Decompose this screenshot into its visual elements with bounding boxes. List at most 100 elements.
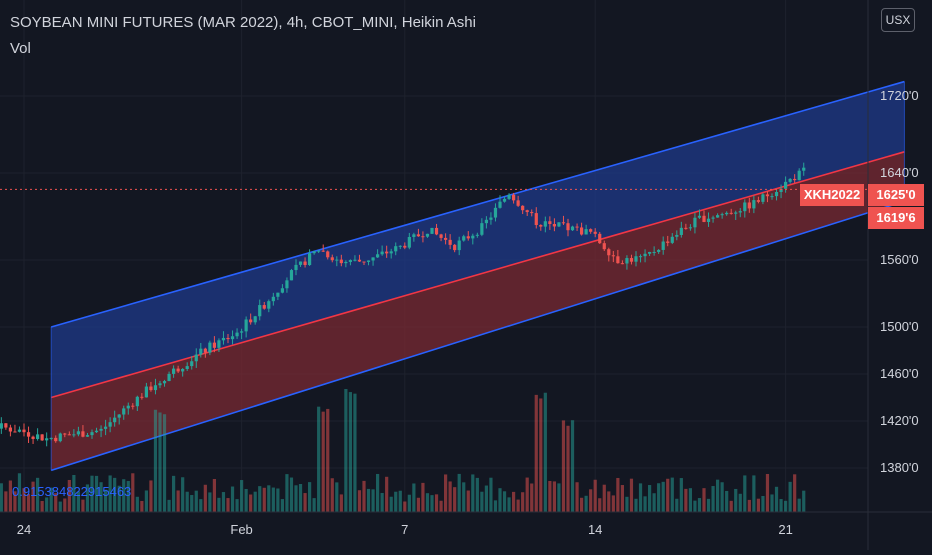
volume-bar — [407, 494, 411, 512]
candle-body — [738, 211, 742, 213]
volume-bar — [131, 473, 135, 512]
candle-body — [217, 340, 221, 348]
candle-body — [484, 219, 488, 224]
candle-body — [512, 194, 516, 201]
candle-body — [221, 337, 226, 341]
candle-body — [366, 260, 371, 262]
volume-indicator-label[interactable]: Vol — [10, 40, 31, 57]
volume-bar — [276, 488, 280, 512]
candle-body — [0, 423, 3, 429]
candle-body — [312, 251, 316, 254]
candle-body — [67, 434, 71, 436]
candle-body — [104, 426, 108, 429]
volume-bar — [162, 414, 167, 512]
volume-bar — [149, 480, 153, 512]
candle-body — [666, 241, 670, 243]
candle-body — [575, 226, 579, 228]
volume-bar — [688, 488, 692, 512]
volume-bar — [267, 485, 271, 512]
volume-bar — [117, 485, 121, 512]
correlation-value: 0.915384822915463 — [12, 484, 132, 499]
candle-body — [4, 423, 8, 428]
candle-body — [276, 292, 280, 297]
candle-body — [412, 234, 416, 237]
candle-body — [629, 258, 634, 262]
candle-body — [802, 167, 806, 171]
candle-body — [616, 256, 620, 264]
channel-middle-line[interactable] — [50, 151, 905, 399]
candle-body — [593, 231, 597, 234]
volume-bar — [230, 486, 235, 512]
volume-bar — [13, 491, 17, 512]
channel-lower-line[interactable] — [50, 200, 905, 472]
volume-bar — [385, 476, 389, 512]
volume-bar — [661, 481, 665, 512]
volume-bar — [666, 478, 670, 512]
volume-bar — [684, 488, 688, 512]
candle-body — [8, 427, 12, 432]
candle-body — [122, 408, 126, 415]
volume-bar — [716, 479, 720, 512]
currency-button[interactable]: USX — [881, 8, 915, 32]
regression-channel[interactable] — [50, 80, 905, 472]
x-tick-label: 14 — [588, 522, 602, 537]
candle-body — [534, 213, 538, 226]
candle-body — [421, 236, 425, 238]
volume-bar — [126, 480, 130, 512]
volume-bar — [221, 492, 226, 512]
volume-bar — [8, 480, 12, 512]
candle-body — [453, 244, 457, 251]
candles — [0, 162, 806, 447]
candle-body — [756, 200, 760, 202]
volume-bar — [720, 482, 724, 512]
volume-bar — [444, 474, 448, 512]
candle-body — [298, 261, 303, 265]
volume-bar — [167, 499, 171, 512]
volume-bar — [634, 498, 638, 512]
candle-body — [285, 280, 289, 289]
volume-bar — [702, 488, 706, 512]
candle-body — [45, 438, 49, 441]
candle-body — [131, 405, 135, 407]
volume-bar — [212, 479, 216, 512]
volume-bar — [448, 481, 452, 512]
volume-bar — [493, 500, 498, 512]
volume-bar — [589, 489, 593, 512]
x-axis[interactable]: 24Feb71421Mar — [0, 511, 932, 537]
volume-bar — [85, 484, 90, 512]
volume-bar — [176, 490, 180, 512]
volume-bar — [648, 485, 652, 512]
volume-bar — [330, 478, 334, 512]
volume-bar — [244, 488, 248, 512]
volume-bar — [489, 477, 493, 512]
candle-body — [407, 236, 411, 248]
candle-body — [267, 301, 271, 309]
volume-bar — [471, 474, 475, 512]
volume-bar — [534, 394, 538, 512]
volume-bar — [629, 478, 634, 512]
volume-bar — [226, 498, 230, 512]
candle-body — [235, 332, 239, 337]
candle-body — [788, 178, 792, 182]
candle-body — [40, 434, 44, 441]
candle-body — [797, 170, 801, 181]
volume-bar — [67, 479, 71, 512]
volume-bar — [561, 420, 566, 512]
candle-body — [570, 226, 575, 231]
volume-bar — [371, 489, 375, 512]
volume-bar — [280, 499, 284, 512]
candle-body — [226, 337, 230, 340]
volume-bar — [235, 499, 239, 512]
candle-body — [548, 221, 552, 224]
volume-bar — [439, 500, 443, 512]
volume-bar — [326, 408, 330, 512]
channel-upper-line[interactable] — [50, 80, 905, 328]
candle-body — [480, 223, 484, 235]
y-axis[interactable]: 1380'0 1420'0 1460'0 1500'0 1560'0 1640'0 1720… — [867, 0, 919, 550]
candle-body — [81, 431, 85, 437]
candle-body — [516, 200, 520, 206]
volume-bar — [734, 488, 738, 512]
candle-body — [339, 259, 343, 264]
